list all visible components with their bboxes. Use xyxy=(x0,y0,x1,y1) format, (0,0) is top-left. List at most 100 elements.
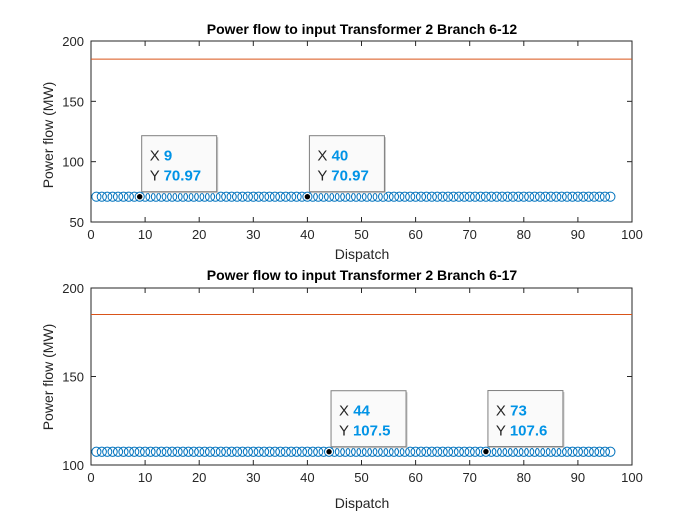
datatip: X 40 Y 70.97 xyxy=(303,135,386,201)
data-point xyxy=(491,191,502,202)
y-tick-label: 200 xyxy=(62,281,84,296)
data-point xyxy=(453,446,464,457)
data-point xyxy=(605,446,616,457)
datatip-y-label: Y 70.97 xyxy=(317,168,368,185)
data-point xyxy=(583,191,594,202)
datatip-marker xyxy=(303,192,312,201)
data-point xyxy=(286,446,297,457)
datatip-marker xyxy=(135,192,144,201)
datatip-x-value: 9 xyxy=(164,148,172,165)
y-tick-label: 200 xyxy=(62,34,84,49)
chart-title: Power flow to input Transformer 2 Branch… xyxy=(207,267,518,283)
data-point xyxy=(118,191,129,202)
x-tick-label: 10 xyxy=(138,227,152,242)
data-point xyxy=(594,191,605,202)
data-point xyxy=(432,446,443,457)
data-point xyxy=(215,446,226,457)
x-tick-label: 80 xyxy=(517,227,531,242)
data-point xyxy=(134,191,145,202)
data-point xyxy=(91,191,102,202)
datatip-x-value: 73 xyxy=(510,403,527,420)
data-point xyxy=(302,446,313,457)
x-tick-label: 20 xyxy=(192,227,206,242)
data-point xyxy=(291,191,302,202)
data-point xyxy=(296,446,308,457)
datatip-x-label: X 40 xyxy=(317,148,348,165)
datatip-box xyxy=(487,390,564,448)
y-axis-label: Power flow (MW) xyxy=(40,82,56,189)
data-point xyxy=(383,191,394,202)
data-point xyxy=(199,446,210,457)
data-point xyxy=(140,446,151,457)
data-point xyxy=(237,446,248,457)
y-tick-label: 100 xyxy=(62,458,84,473)
data-point xyxy=(524,191,535,202)
data-point xyxy=(415,191,427,202)
data-point xyxy=(589,446,600,457)
y-axis-label: Power flow (MW) xyxy=(40,324,56,431)
data-point xyxy=(280,191,291,202)
data-point xyxy=(231,446,243,457)
data-point xyxy=(291,446,302,457)
data-point xyxy=(269,191,281,202)
data-point xyxy=(415,446,427,457)
chart-branch-6-12: Power flow to input Transformer 2 Branch… xyxy=(40,21,643,262)
data-point xyxy=(388,191,400,202)
data-point xyxy=(107,446,118,457)
data-point xyxy=(323,446,335,457)
data-point xyxy=(102,446,113,457)
data-point xyxy=(242,191,253,202)
data-point xyxy=(599,191,611,202)
data-point xyxy=(426,446,437,457)
datatip-y-label: Y 107.5 xyxy=(339,423,390,440)
data-point xyxy=(107,191,118,202)
data-point xyxy=(410,191,421,202)
data-point xyxy=(399,191,410,202)
data-point xyxy=(551,191,562,202)
data-point xyxy=(540,191,551,202)
data-point xyxy=(264,446,275,457)
data-point xyxy=(497,191,508,202)
data-point xyxy=(161,446,172,457)
data-point xyxy=(470,446,481,457)
x-tick-label: 70 xyxy=(462,227,476,242)
datatip-marker xyxy=(482,447,490,456)
data-point xyxy=(426,191,437,202)
data-point xyxy=(480,191,492,202)
data-point xyxy=(437,191,448,202)
datatip-box xyxy=(141,135,218,193)
data-point xyxy=(561,191,573,202)
data-point xyxy=(150,446,162,457)
datatip-x-label: X 73 xyxy=(496,403,527,420)
data-point xyxy=(513,191,524,202)
data-point xyxy=(221,191,232,202)
data-point xyxy=(259,446,270,457)
data-point xyxy=(275,191,286,202)
data-point xyxy=(242,446,253,457)
x-tick-label: 60 xyxy=(408,227,422,242)
data-point xyxy=(480,446,492,457)
x-tick-label: 60 xyxy=(408,470,422,485)
data-point xyxy=(129,446,140,457)
data-point xyxy=(123,446,134,457)
datatip: X 44 Y 107.5 xyxy=(325,390,408,456)
datatip-x-value: 40 xyxy=(332,148,349,165)
x-axis-label: Dispatch xyxy=(335,495,389,511)
data-point xyxy=(156,446,167,457)
data-point xyxy=(572,191,584,202)
data-point xyxy=(605,191,616,202)
data-point xyxy=(237,191,248,202)
data-point xyxy=(578,446,589,457)
y-tick-label: 150 xyxy=(62,94,84,109)
data-point xyxy=(583,446,594,457)
data-point xyxy=(145,446,156,457)
data-point xyxy=(464,446,475,457)
data-point xyxy=(91,446,102,457)
data-point xyxy=(123,191,134,202)
data-point xyxy=(459,446,470,457)
data-point xyxy=(215,191,226,202)
data-point xyxy=(572,446,584,457)
x-tick-label: 0 xyxy=(87,227,94,242)
data-point xyxy=(112,191,124,202)
